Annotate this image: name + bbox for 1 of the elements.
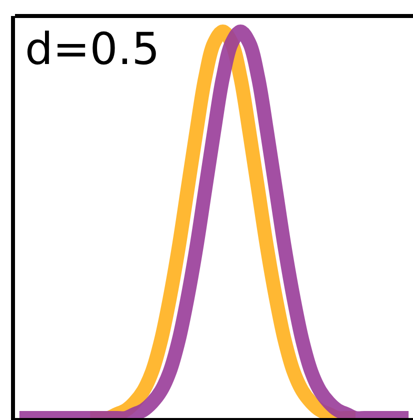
annotation: d=0.5 — [25, 24, 160, 75]
